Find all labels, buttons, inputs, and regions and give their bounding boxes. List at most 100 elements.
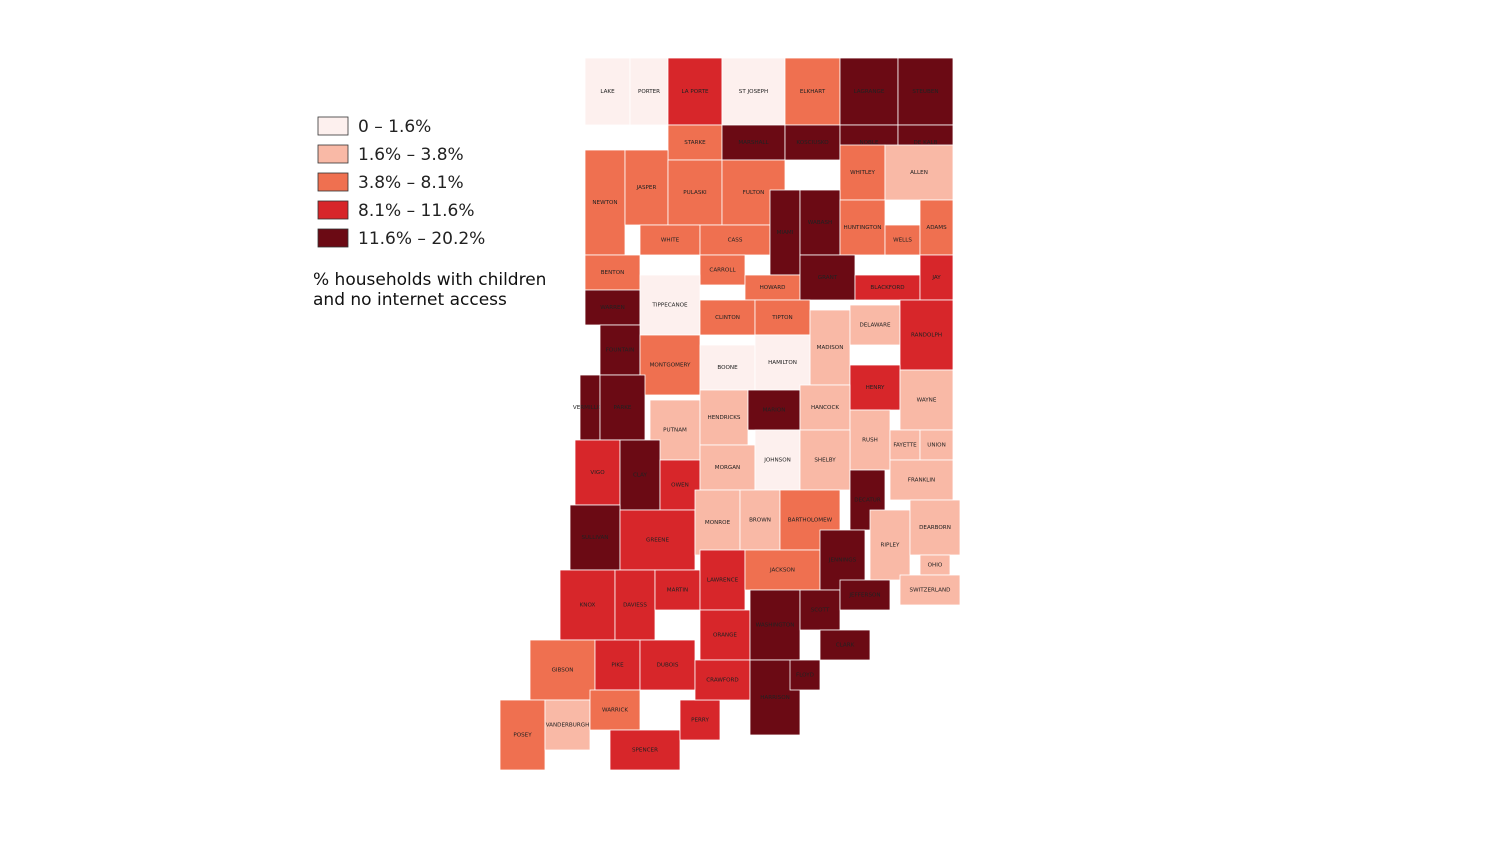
county-label: POSEY (513, 733, 532, 739)
county (754, 429, 801, 491)
county (529, 639, 596, 701)
county (629, 57, 669, 126)
county-label: VANDERBURGH (546, 723, 590, 729)
legend-swatch (317, 172, 349, 192)
county-label: MARTIN (667, 588, 688, 594)
county-label: LAKE (600, 89, 615, 95)
county (639, 639, 696, 691)
county (799, 384, 851, 431)
county-label: WARRICK (602, 708, 628, 714)
county (667, 57, 723, 126)
county-label: RANDOLPH (911, 333, 942, 339)
legend-label: 11.6% – 20.2% (358, 229, 485, 249)
county (599, 324, 641, 376)
legend-swatch (317, 144, 349, 164)
county (544, 699, 591, 751)
county-label: PULASKI (683, 190, 707, 196)
county (679, 699, 721, 741)
county-label: GRANT (818, 275, 838, 281)
county-label: NOBLE (859, 140, 879, 146)
county-label: STARKE (684, 140, 706, 146)
county-label: LAGRANGE (854, 89, 885, 95)
county (747, 389, 801, 431)
county-label: MADISON (817, 345, 844, 351)
county (599, 374, 646, 441)
county-label: KNOX (580, 603, 596, 609)
county (889, 429, 921, 461)
county-label: WHITLEY (850, 170, 875, 176)
county-label: VIGO (590, 470, 605, 476)
county-label: GREENE (646, 538, 669, 544)
county (559, 569, 616, 641)
county-label: CLARK (836, 643, 855, 649)
county-label: WASHINGTON (756, 623, 795, 629)
county-label: UNION (927, 443, 946, 449)
county-label: WHITE (661, 238, 680, 244)
county (784, 124, 841, 161)
county (699, 224, 771, 256)
county (624, 149, 669, 226)
county-label: SHELBY (814, 458, 836, 464)
county-label: BOONE (717, 365, 738, 371)
county-label: SULLIVAN (581, 535, 608, 541)
county-label: HOWARD (760, 285, 786, 291)
county (699, 254, 746, 286)
county-label: WAYNE (917, 398, 937, 404)
county-label: MARION (763, 408, 786, 414)
legend-label: 8.1% – 11.6% (358, 201, 475, 221)
county (584, 254, 641, 291)
county (899, 369, 954, 431)
county (909, 499, 961, 556)
county-label: HENDRICKS (708, 415, 741, 421)
county (919, 429, 954, 461)
county-label: SPENCER (632, 748, 658, 754)
county-label: ORANGE (713, 633, 737, 639)
county (754, 334, 811, 391)
county (769, 189, 801, 276)
county-label: CARROLL (709, 268, 736, 274)
county (569, 504, 621, 571)
county-label: WARREN (600, 305, 625, 311)
county (609, 729, 681, 771)
county-label: DELAWARE (859, 323, 891, 329)
county-label: BLACKFORD (870, 285, 904, 291)
county-label: DEARBORN (919, 525, 951, 531)
county-label: PARKE (614, 405, 632, 411)
county-label: JEFFERSON (848, 593, 880, 599)
county (619, 509, 696, 571)
county-label: PUTNAM (663, 428, 687, 434)
county (884, 144, 954, 201)
county-label: RUSH (862, 438, 878, 444)
county-label: ST JOSEPH (739, 89, 768, 95)
county-label: GIBSON (552, 668, 574, 674)
county-label: FLOYD (796, 673, 814, 679)
county (799, 429, 851, 491)
county (899, 299, 954, 371)
county (839, 57, 899, 126)
county-label: BENTON (601, 270, 625, 276)
county-label: TIPPECANOE (651, 303, 688, 309)
legend-label: 3.8% – 8.1% (358, 173, 464, 193)
county (739, 489, 781, 551)
county-label: ELKHART (800, 89, 826, 95)
county-label: FRANKLIN (908, 478, 936, 484)
county (574, 439, 621, 506)
county-label: MARSHALL (738, 140, 769, 146)
county-label: CRAWFORD (706, 678, 738, 684)
county-label: CLINTON (715, 315, 740, 321)
county (589, 689, 641, 731)
county-label: VERMILLION (573, 405, 607, 411)
county-label: DECATUR (854, 498, 881, 504)
county (919, 199, 954, 256)
county-label: JACKSON (769, 568, 795, 574)
county-label: FAYETTE (893, 443, 917, 449)
county-label: JOHNSON (763, 458, 791, 464)
county-label: SCOTT (811, 608, 830, 614)
county-label: KOSCIUSKO (796, 140, 829, 146)
county-label: HUNTINGTON (844, 225, 882, 231)
county-label: STEUBEN (912, 89, 938, 95)
county (749, 589, 801, 661)
county-label: JENNINGS (828, 558, 857, 564)
county-label: WABASH (808, 220, 832, 226)
